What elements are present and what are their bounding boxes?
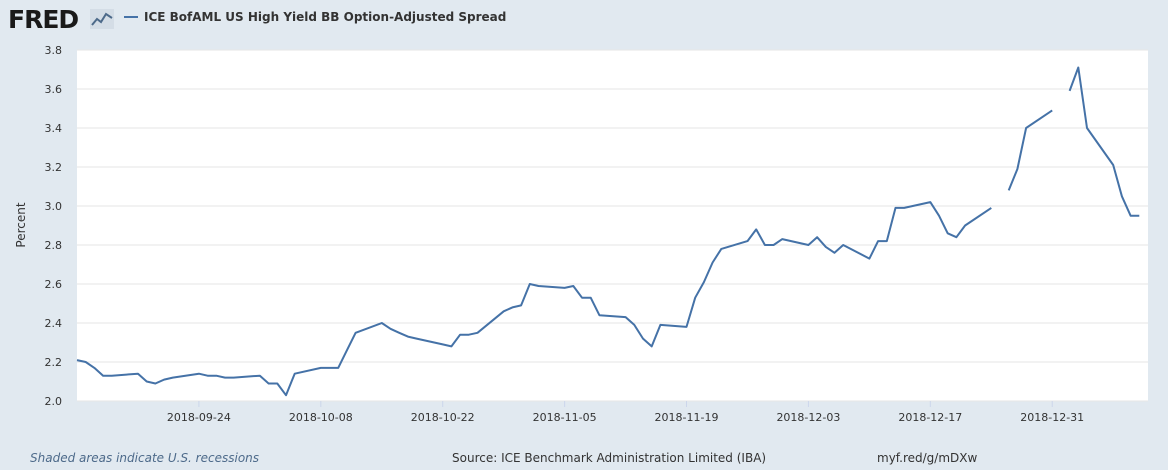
grid-lines [77, 49, 1148, 402]
x-tick-label: 2018-11-05 [533, 411, 597, 424]
legend-label: ICE BofAML US High Yield BB Option-Adjus… [144, 10, 507, 24]
x-tick-label: 2018-12-31 [1020, 411, 1084, 424]
chart-header: FRED ICE BofAML US High Yield BB Option-… [0, 0, 1168, 40]
x-tick-label: 2018-11-19 [655, 411, 719, 424]
y-tick-label: 2.8 [45, 239, 63, 252]
y-tick-label: 3.4 [45, 122, 63, 135]
short-url-link[interactable]: myf.red/g/mDXw [877, 451, 978, 465]
y-tick-label: 3.2 [45, 161, 63, 174]
legend[interactable]: ICE BofAML US High Yield BB Option-Adjus… [124, 10, 506, 24]
recession-note: Shaded areas indicate U.S. recessions [30, 451, 260, 465]
y-tick-label: 2.6 [45, 278, 63, 291]
legend-swatch [124, 16, 138, 18]
y-axis: 2.0 2.2 2.4 2.6 2.8 3.0 3.2 3.4 3.6 3.8 [45, 44, 63, 408]
x-tick-label: 2018-10-08 [289, 411, 353, 424]
line-chart-icon [90, 9, 114, 29]
plot-background [77, 50, 1148, 401]
y-tick-label: 2.4 [45, 317, 63, 330]
y-tick-label: 2.0 [45, 395, 63, 408]
series-segment[interactable] [1007, 109, 1053, 191]
x-tick-label: 2018-09-24 [167, 411, 231, 424]
source-note: Source: ICE Benchmark Administration Lim… [452, 451, 767, 465]
x-tick-label: 2018-10-22 [411, 411, 475, 424]
x-tick-label: 2018-12-17 [898, 411, 962, 424]
y-tick-label: 3.6 [45, 83, 63, 96]
series-line[interactable] [76, 66, 1140, 397]
series-segment[interactable] [76, 201, 992, 397]
y-tick-label: 2.2 [45, 356, 63, 369]
fred-logo[interactable]: FRED [8, 5, 79, 34]
chart-svg: 2.0 2.2 2.4 2.6 2.8 3.0 3.2 3.4 3.6 3.8 2018-09-2… [14, 44, 1148, 424]
y-tick-label: 3.0 [45, 200, 63, 213]
y-tick-label: 3.8 [45, 44, 63, 57]
x-tick-label: 2018-12-03 [776, 411, 840, 424]
series-segment[interactable] [1068, 66, 1140, 217]
x-axis: 2018-09-24 2018-10-08 2018-10-22 2018-11-05… [167, 401, 1084, 424]
y-axis-title: Percent [14, 202, 28, 247]
